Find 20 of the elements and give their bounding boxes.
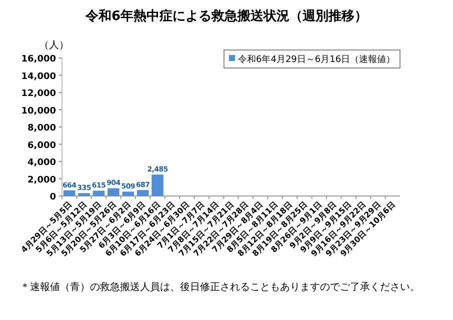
y-tick-label: 6,000	[28, 140, 56, 151]
y-tick-label: 12,000	[21, 89, 56, 99]
bar	[136, 190, 149, 196]
y-axis-title: （人）	[39, 40, 69, 51]
bar	[108, 188, 120, 196]
y-tick-label: 0	[50, 192, 56, 202]
bar	[78, 193, 90, 196]
text: ＊速報値（青）の救急搬送人員は、後日修正されることもありますのでご了承ください。	[20, 281, 420, 293]
bar	[63, 190, 76, 196]
chart-title: 令和6年熱中症による救急搬送状況（週別推移）	[84, 8, 368, 24]
bar	[92, 190, 105, 196]
y-tick-label: 4,000	[28, 158, 56, 168]
y-tick-label: 2,000	[28, 175, 56, 186]
y-tick-label: 16,000	[21, 54, 56, 64]
bar	[152, 174, 164, 196]
y-tick-label: 14,000	[21, 72, 56, 82]
y-tick-label: 10,000	[21, 106, 56, 116]
bar	[122, 192, 134, 196]
y-tick-label: 8,000	[28, 124, 56, 134]
legend-label: 令和6年4月29日～6月16日（速報値）	[238, 54, 396, 65]
